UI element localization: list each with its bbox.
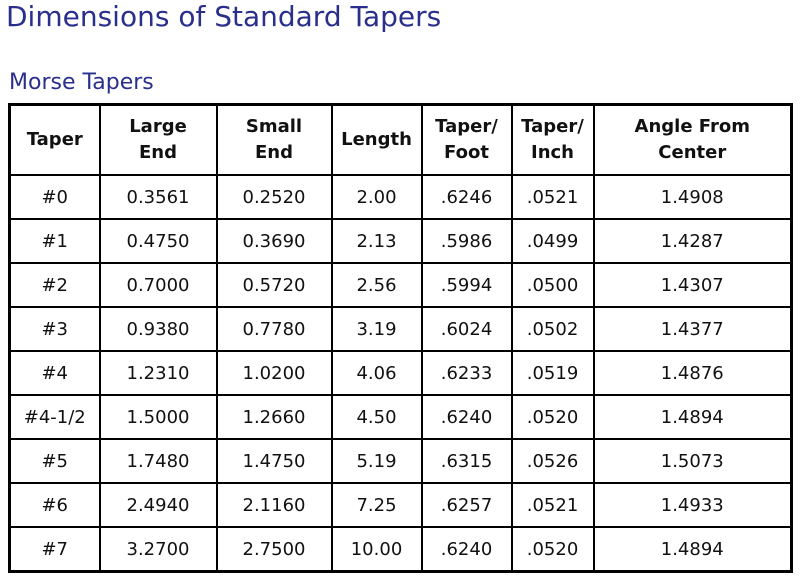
table-row: #4-1/2 1.5000 1.2660 4.50.6240.0520 1.4894 — [8, 394, 793, 440]
table-cell: 1.5000 — [98, 394, 218, 440]
column-header: Taper — [8, 103, 101, 176]
table-cell: #2 — [8, 262, 101, 308]
table-cell: .0520 — [510, 526, 595, 573]
table-cell: 1.5073 — [592, 438, 793, 484]
section-title: Morse Tapers — [9, 70, 154, 95]
table-cell: 5.19 — [330, 438, 423, 484]
table-cell: 1.4894 — [592, 394, 793, 440]
table-cell: .0499 — [510, 218, 595, 264]
table-cell: 1.4750 — [215, 438, 333, 484]
table-cell: .5994 — [420, 262, 513, 308]
table-cell: .6233 — [420, 350, 513, 396]
taper-table: Taper Large End Small End Length Taper/ Foot… — [8, 103, 793, 573]
table-cell: 2.4940 — [98, 482, 218, 528]
table-row: #1 0.4750 0.3690 2.13.5986.0499 1.4287 — [8, 218, 793, 264]
table-cell: 2.1160 — [215, 482, 333, 528]
table-body: #0 0.3561 0.2520 2.00.6246.0521 1.4908 #1 0.47… — [8, 174, 793, 573]
table-cell: 10.00 — [330, 526, 423, 573]
table-cell: #6 — [8, 482, 101, 528]
table-cell: .0520 — [510, 394, 595, 440]
table-cell: .0526 — [510, 438, 595, 484]
table-cell: 2.13 — [330, 218, 423, 264]
table-cell: .6240 — [420, 394, 513, 440]
table-cell: 0.9380 — [98, 306, 218, 352]
table-cell: 0.3690 — [215, 218, 333, 264]
column-header: Length — [330, 103, 423, 176]
table-row: #4 1.2310 1.0200 4.06.6233.0519 1.4876 — [8, 350, 793, 396]
table-cell: 1.4307 — [592, 262, 793, 308]
table-cell: #1 — [8, 218, 101, 264]
table-cell: 0.5720 — [215, 262, 333, 308]
table-cell: 0.3561 — [98, 174, 218, 220]
table-row: #2 0.7000 0.5720 2.56.5994.0500 1.4307 — [8, 262, 793, 308]
column-header: Taper/ Foot — [420, 103, 513, 176]
table-cell: 3.2700 — [98, 526, 218, 573]
table-cell: #4-1/2 — [8, 394, 101, 440]
table-cell: 1.4908 — [592, 174, 793, 220]
table-cell: 4.50 — [330, 394, 423, 440]
table-row: #6 2.4940 2.1160 7.25.6257.0521 1.4933 — [8, 482, 793, 528]
table-cell: 1.0200 — [215, 350, 333, 396]
table-cell: 1.4287 — [592, 218, 793, 264]
header-row: Taper Large End Small End Length Taper/ Foot… — [8, 103, 793, 176]
table-cell: #5 — [8, 438, 101, 484]
table-cell: 3.19 — [330, 306, 423, 352]
table-cell: #4 — [8, 350, 101, 396]
table-cell: 0.7780 — [215, 306, 333, 352]
table-cell: .6240 — [420, 526, 513, 573]
table-row: #7 3.2700 2.7500 10.00.6240.0520 1.4894 — [8, 526, 793, 573]
table-cell: #0 — [8, 174, 101, 220]
table-cell: #3 — [8, 306, 101, 352]
table-row: #3 0.9380 0.7780 3.19.6024.0502 1.4377 — [8, 306, 793, 352]
table-cell: .6315 — [420, 438, 513, 484]
table-cell: .5986 — [420, 218, 513, 264]
table-cell: 1.2310 — [98, 350, 218, 396]
column-header: Taper/ Inch — [510, 103, 595, 176]
column-header: Angle From Center — [592, 103, 793, 176]
table-cell: #7 — [8, 526, 101, 573]
table-cell: 1.4876 — [592, 350, 793, 396]
table-cell: 0.4750 — [98, 218, 218, 264]
table-cell: .6246 — [420, 174, 513, 220]
table-cell: .0500 — [510, 262, 595, 308]
table-cell: 2.00 — [330, 174, 423, 220]
table-cell: 1.4933 — [592, 482, 793, 528]
table-cell: .0502 — [510, 306, 595, 352]
table-cell: 0.7000 — [98, 262, 218, 308]
table-cell: 0.2520 — [215, 174, 333, 220]
table-cell: .0521 — [510, 174, 595, 220]
table-cell: .0521 — [510, 482, 595, 528]
table-cell: 1.2660 — [215, 394, 333, 440]
table-cell: .6024 — [420, 306, 513, 352]
column-header: Large End — [98, 103, 218, 176]
table-row: #0 0.3561 0.2520 2.00.6246.0521 1.4908 — [8, 174, 793, 220]
table-cell: 1.4377 — [592, 306, 793, 352]
table-cell: .6257 — [420, 482, 513, 528]
page-title: Dimensions of Standard Tapers — [6, 0, 442, 33]
table-row: #5 1.7480 1.4750 5.19.6315.0526 1.5073 — [8, 438, 793, 484]
column-header: Small End — [215, 103, 333, 176]
table-cell: 1.7480 — [98, 438, 218, 484]
table-cell: 2.7500 — [215, 526, 333, 573]
table-cell: 2.56 — [330, 262, 423, 308]
table-cell: .0519 — [510, 350, 595, 396]
table-cell: 7.25 — [330, 482, 423, 528]
table-cell: 1.4894 — [592, 526, 793, 573]
table-cell: 4.06 — [330, 350, 423, 396]
